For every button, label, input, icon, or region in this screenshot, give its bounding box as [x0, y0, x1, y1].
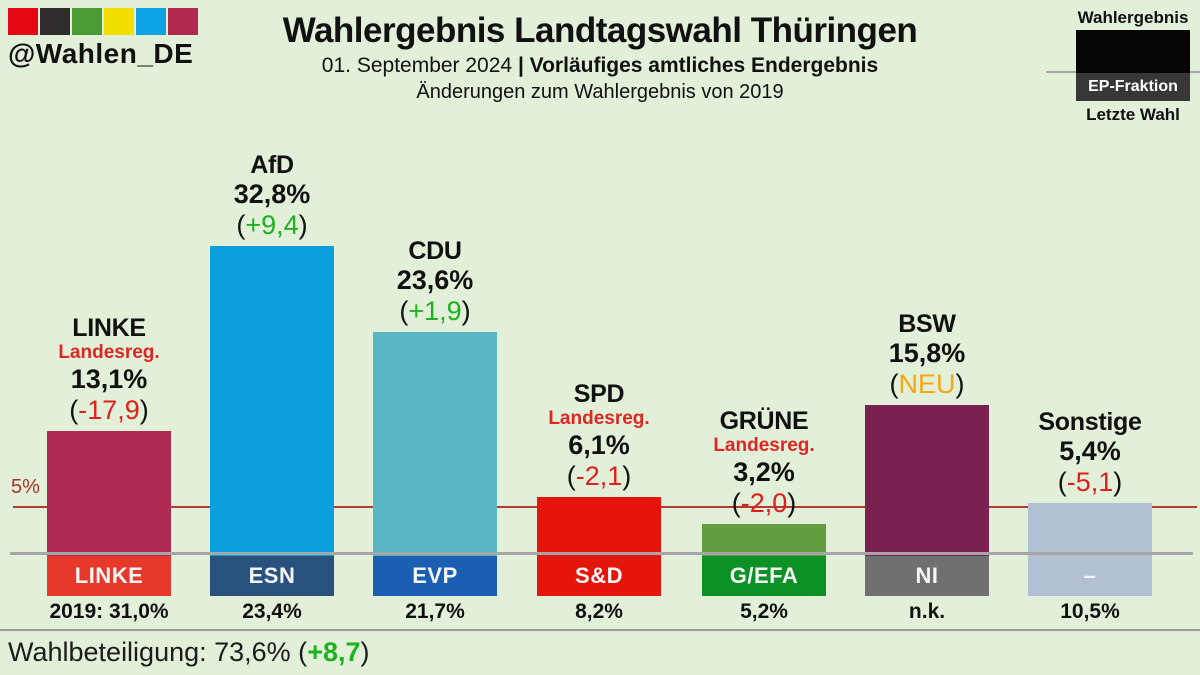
government-tag: Landesreg. [713, 435, 815, 456]
last-election-value: 21,7% [405, 600, 465, 623]
party-column: CDU 23,6% (+1,9) EVP 21,7% [350, 0, 520, 675]
party-result-value: 3,2% [733, 457, 795, 487]
party-change: (+9,4) [236, 210, 308, 240]
page-title: Wahlergebnis Landtagswahl Thüringen [282, 11, 918, 50]
party-change-value: -17,9 [78, 395, 140, 425]
party-column: Sonstige 5,4% (-5,1) – 10,5% [1005, 0, 1175, 675]
turnout-change: +8,7 [307, 637, 361, 667]
logo-squares [8, 8, 198, 35]
ep-fraktion-band: ESN [210, 556, 334, 596]
result-bar [210, 246, 334, 556]
brand-logo: @Wahlen_DE [8, 8, 198, 70]
turnout-text: Wahlbeteiligung: 73,6% ( [8, 637, 308, 667]
ep-fraktion-band: NI [865, 556, 989, 596]
party-name: LINKE [72, 314, 146, 342]
party-change-value: -5,1 [1066, 467, 1114, 497]
result-bar [373, 332, 497, 556]
party-result-value: 13,1% [70, 364, 148, 394]
party-name: GRÜNE [719, 407, 809, 435]
election-date: 01. September 2024 [321, 54, 513, 77]
key-last-election-label: Letzte Wahl [1086, 105, 1180, 124]
threshold-label: 5% [11, 476, 40, 498]
party-column: LINKE Landesreg. 13,1% (-17,9) LINKE 2019: 31… [24, 0, 194, 675]
party-change-value: -2,1 [575, 461, 623, 491]
logo-square [72, 8, 102, 35]
result-bar [702, 524, 826, 556]
party-column: SPD Landesreg. 6,1% (-2,1) S&D 8,2% [514, 0, 684, 675]
party-labels: BSW 15,8% (NEU) [842, 310, 1012, 400]
key-result-label: Wahlergebnis [1077, 8, 1189, 27]
party-change: (+1,9) [399, 296, 471, 326]
last-election-value: 10,5% [1060, 600, 1120, 623]
party-name: SPD [573, 380, 625, 408]
party-result-value: 6,1% [568, 430, 630, 460]
ep-fraktion-band: LINKE [47, 556, 171, 596]
ep-fraktion-band: S&D [537, 556, 661, 596]
twitter-handle: @Wahlen_DE [8, 38, 194, 69]
change-note: Änderungen zum Wahlergebnis von 2019 [416, 81, 784, 103]
footer-divider [0, 629, 1200, 631]
ep-fraktion-band: EVP [373, 556, 497, 596]
turnout-line: Wahlbeteiligung: 73,6% (+8,7) [8, 637, 370, 668]
party-change: (NEU) [889, 369, 965, 399]
last-election-value: 5,2% [740, 600, 788, 623]
party-labels: Sonstige 5,4% (-5,1) [1005, 408, 1175, 498]
party-result-value: 23,6% [396, 265, 474, 295]
logo-square [168, 8, 198, 35]
result-bar [537, 497, 661, 556]
party-change-value: +9,4 [245, 210, 299, 240]
result-bar [47, 431, 171, 556]
party-labels: LINKE Landesreg. 13,1% (-17,9) [24, 314, 194, 426]
party-change-value: NEU [898, 369, 956, 399]
last-election-value: n.k. [908, 600, 946, 623]
header: Wahlergebnis Landtagswahl Thüringen 01. … [0, 10, 1200, 105]
party-name: AfD [250, 151, 294, 179]
chart-baseline [10, 552, 1193, 555]
party-name: CDU [408, 237, 462, 265]
logo-square [8, 8, 38, 35]
result-bar [1028, 503, 1152, 556]
party-labels: SPD Landesreg. 6,1% (-2,1) [514, 380, 684, 492]
party-column: AfD 32,8% (+9,4) ESN 23,4% [187, 0, 357, 675]
party-name: Sonstige [1038, 408, 1142, 436]
party-labels: AfD 32,8% (+9,4) [187, 151, 357, 241]
party-change: (-5,1) [1057, 467, 1123, 497]
party-change: (-17,9) [69, 395, 149, 425]
result-bar [865, 405, 989, 556]
party-change: (-2,0) [731, 488, 797, 518]
subtitle-date-status: 01. September 2024 | Vorläufiges amtlich… [0, 52, 1200, 79]
last-election-value: 8,2% [575, 600, 623, 623]
party-change: (-2,1) [566, 461, 632, 491]
government-tag: Landesreg. [58, 342, 160, 363]
subtitle-separator: | [512, 54, 530, 77]
party-column: GRÜNE Landesreg. 3,2% (-2,0) G/EFA 5,2% [679, 0, 849, 675]
ep-fraktion-band: – [1028, 556, 1152, 596]
key-bar-sample [1076, 30, 1190, 73]
last-election-value: 23,4% [242, 600, 302, 623]
logo-square [136, 8, 166, 35]
government-tag: Landesreg. [548, 408, 650, 429]
party-labels: GRÜNE Landesreg. 3,2% (-2,0) [679, 407, 849, 519]
party-labels: CDU 23,6% (+1,9) [350, 237, 520, 327]
key-ep-fraktion-label: EP-Fraktion [1076, 73, 1190, 101]
logo-square [104, 8, 134, 35]
party-change-value: -2,0 [740, 488, 788, 518]
party-name: BSW [898, 310, 956, 338]
result-status: Vorläufiges amtliches Endergebnis [529, 54, 879, 77]
party-column: BSW 15,8% (NEU) NI n.k. [842, 0, 1012, 675]
turnout-close: ) [360, 637, 370, 667]
last-election-value: 2019: 31,0% [49, 600, 169, 623]
logo-square [40, 8, 70, 35]
party-result-value: 5,4% [1059, 436, 1121, 466]
party-result-value: 15,8% [888, 338, 966, 368]
ep-fraktion-band: G/EFA [702, 556, 826, 596]
party-result-value: 32,8% [233, 179, 311, 209]
party-change-value: +1,9 [408, 296, 462, 326]
